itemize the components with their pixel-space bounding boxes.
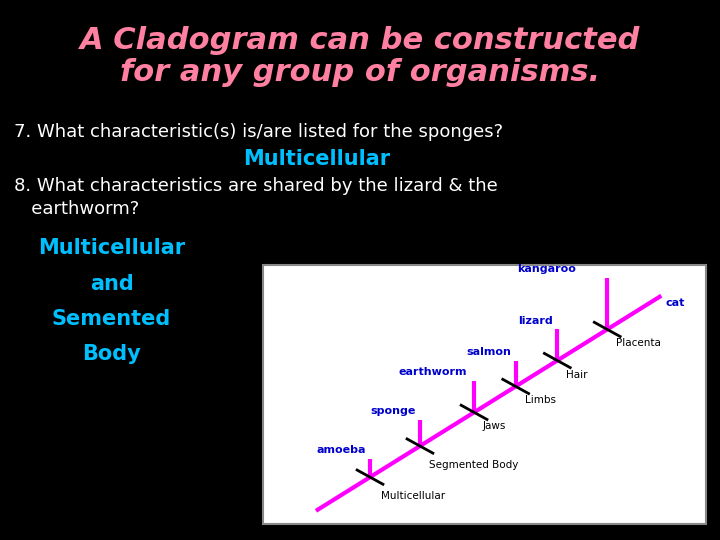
Text: Jaws: Jaws xyxy=(483,421,506,431)
Text: cat: cat xyxy=(666,298,685,308)
Text: Body: Body xyxy=(82,343,141,364)
Text: earthworm?: earthworm? xyxy=(14,200,140,218)
Text: amoeba: amoeba xyxy=(316,445,366,455)
Bar xyxy=(263,265,706,524)
Text: kangaroo: kangaroo xyxy=(518,264,576,274)
Text: Multicellular: Multicellular xyxy=(38,238,185,259)
Text: Limbs: Limbs xyxy=(525,395,556,406)
Text: Semented: Semented xyxy=(52,308,171,329)
Text: Multicellular: Multicellular xyxy=(243,149,390,170)
Text: 7. What characteristic(s) is/are listed for the sponges?: 7. What characteristic(s) is/are listed … xyxy=(14,123,503,141)
Text: Hair: Hair xyxy=(566,369,588,380)
Text: lizard: lizard xyxy=(518,315,553,326)
Text: Segmented Body: Segmented Body xyxy=(429,460,518,470)
Text: Placenta: Placenta xyxy=(616,339,661,348)
Text: and: and xyxy=(90,273,133,294)
Text: salmon: salmon xyxy=(467,347,511,356)
Text: Multicellular: Multicellular xyxy=(381,491,445,502)
Text: earthworm: earthworm xyxy=(399,367,467,377)
Text: sponge: sponge xyxy=(370,406,415,416)
Text: 8. What characteristics are shared by the lizard & the: 8. What characteristics are shared by th… xyxy=(14,177,498,195)
Text: A Cladogram can be constructed: A Cladogram can be constructed xyxy=(80,26,640,55)
Text: for any group of organisms.: for any group of organisms. xyxy=(120,58,600,87)
